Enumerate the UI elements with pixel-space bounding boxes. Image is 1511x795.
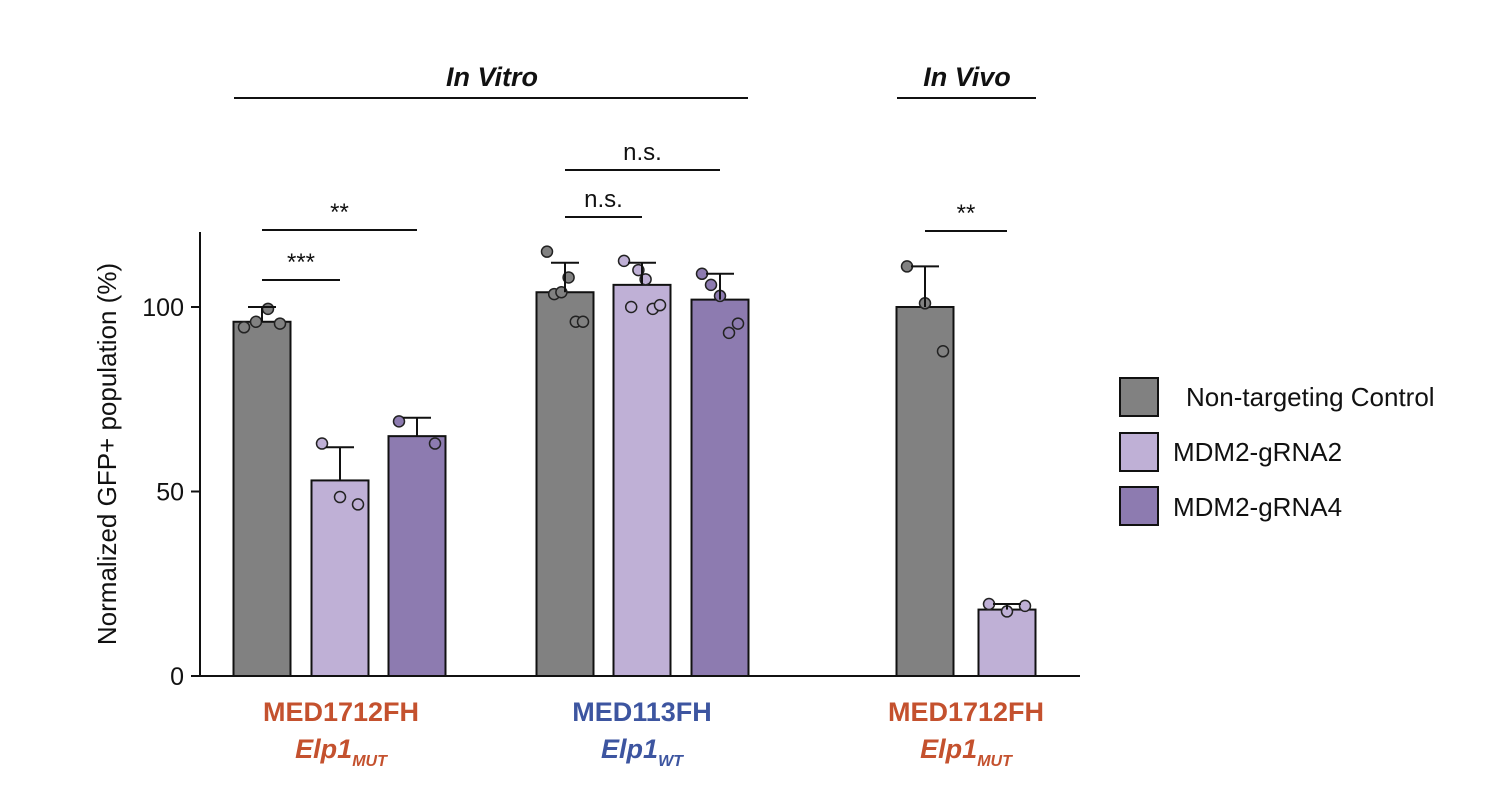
- legend-label-control: Non-targeting Control: [1186, 382, 1435, 412]
- significance-brackets: *****n.s.n.s.**: [262, 139, 1007, 281]
- significance-label: n.s.: [584, 186, 623, 213]
- legend: Non-targeting Control MDM2-gRNA2 MDM2-gR…: [1119, 377, 1435, 526]
- group-3-gene: Elp1MUT: [920, 734, 1013, 770]
- data-point: [936, 345, 950, 358]
- data-point: [261, 302, 275, 316]
- group-1-gene: Elp1MUT: [295, 734, 388, 770]
- significance-label: n.s.: [623, 139, 662, 166]
- x-group-labels: MED1712FH Elp1MUT MED113FH Elp1WT MED171…: [263, 697, 1044, 770]
- error-bars: [248, 261, 1021, 610]
- data-point: [249, 315, 263, 329]
- data-point: [617, 254, 631, 268]
- data-point: [392, 415, 406, 428]
- data-point: [428, 437, 442, 450]
- bar-4: [535, 291, 595, 677]
- data-point: [695, 267, 709, 281]
- legend-label-grna2: MDM2-gRNA2: [1173, 437, 1342, 467]
- group-2-gene: Elp1WT: [601, 734, 684, 770]
- data-point: [982, 597, 996, 611]
- legend-swatch-grna2: [1119, 432, 1159, 472]
- group-2-name: MED113FH: [572, 697, 712, 727]
- significance-label: **: [957, 200, 976, 227]
- y-tick-label: 0: [170, 663, 184, 691]
- significance-label: **: [330, 199, 349, 226]
- data-point: [315, 437, 329, 450]
- y-tick-label: 100: [142, 294, 184, 322]
- legend-label-grna4: MDM2-gRNA4: [1173, 492, 1342, 522]
- legend-swatch-control: [1119, 377, 1159, 417]
- y-tick-label: 50: [156, 479, 184, 507]
- data-point: [576, 315, 590, 329]
- data-point: [333, 490, 347, 504]
- bar-5: [612, 283, 672, 677]
- group-1-name: MED1712FH: [263, 697, 419, 727]
- in-vivo-header: In Vivo: [923, 62, 1011, 92]
- bars: [232, 283, 1037, 678]
- y-axis-label: Normalized GFP+ population (%): [92, 263, 122, 645]
- data-point: [722, 326, 736, 340]
- bar-6: [690, 298, 750, 677]
- data-point: [1018, 599, 1032, 613]
- data-point: [624, 300, 638, 314]
- data-point: [900, 260, 914, 273]
- legend-swatch-grna4: [1119, 486, 1159, 526]
- significance-label: ***: [287, 249, 315, 276]
- group-3-name: MED1712FH: [888, 697, 1044, 727]
- section-headers: In Vitro In Vivo: [234, 62, 1036, 99]
- bar-1: [232, 320, 292, 677]
- y-ticks: 0 50 100: [142, 294, 200, 691]
- bar-3: [387, 435, 447, 677]
- data-point: [237, 321, 251, 334]
- bar-8: [977, 608, 1037, 678]
- data-point: [273, 317, 287, 330]
- data-point: [704, 278, 718, 292]
- data-point: [351, 498, 365, 511]
- data-point: [540, 245, 554, 258]
- data-point: [731, 317, 745, 330]
- data-point: [653, 298, 667, 312]
- in-vitro-header: In Vitro: [446, 62, 538, 92]
- bar-7: [895, 306, 955, 677]
